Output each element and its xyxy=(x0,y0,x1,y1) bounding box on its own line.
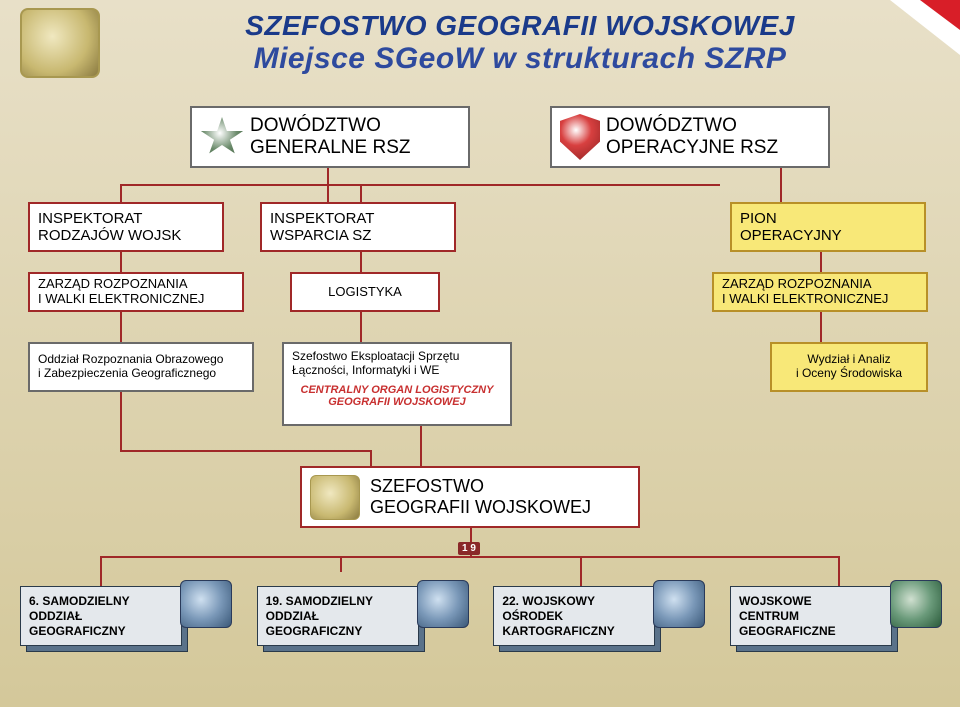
box-sgeow: SZEFOSTWO GEOGRAFII WOJSKOWEJ xyxy=(300,466,640,528)
box-zarzad-rozpoznania-r: ZARZĄD ROZPOZNANIA I WALKI ELEKTRONICZNE… xyxy=(712,272,928,312)
main-emblem-icon xyxy=(20,8,100,78)
box-pion-operacyjny: PION OPERACYJNY xyxy=(730,202,926,252)
unit-emblem-icon xyxy=(417,580,469,628)
unit-emblem-icon xyxy=(653,580,705,628)
page-title: SZEFOSTWO GEOGRAFII WOJSKOWEJ xyxy=(100,10,940,42)
header: SZEFOSTWO GEOGRAFII WOJSKOWEJ Miejsce SG… xyxy=(0,0,960,78)
page-subtitle: Miejsce SGeoW w strukturach SZRP xyxy=(100,42,940,76)
box-inspektorat-wsparcia: INSPEKTORAT WSPARCIA SZ xyxy=(260,202,456,252)
box-wydzial-analiz: Wydział i Analiz i Oceny Środowiska xyxy=(770,342,928,392)
box-logistyka: LOGISTYKA xyxy=(290,272,440,312)
org-chart: DOWÓDZTWO GENERALNE RSZ DOWÓDZTWO OPERAC… xyxy=(0,96,960,707)
box-szefostwo-eksploatacji: Szefostwo Eksploatacji Sprzętu Łączności… xyxy=(282,342,512,426)
box-oddzial-rozpoznania: Oddział Rozpoznania Obrazowego i Zabezpi… xyxy=(28,342,254,392)
card-19-samodzielny: 19. SAMODZIELNY ODDZIAŁ GEOGRAFICZNY xyxy=(257,586,467,676)
star-icon xyxy=(200,117,244,157)
shield-icon xyxy=(560,114,600,160)
card-6-samodzielny: 6. SAMODZIELNY ODDZIAŁ GEOGRAFICZNY xyxy=(20,586,230,676)
unit-emblem-globe-icon xyxy=(890,580,942,628)
badge-19: 1 9 xyxy=(458,542,480,555)
sgeow-emblem-icon xyxy=(310,475,360,520)
box-zarzad-rozpoznania-l: ZARZĄD ROZPOZNANIA I WALKI ELEKTRONICZNE… xyxy=(28,272,244,312)
box-inspektorat-rodzajow: INSPEKTORAT RODZAJÓW WOJSK xyxy=(28,202,224,252)
box-dowodztwo-operacyjne: DOWÓDZTWO OPERACYJNE RSZ xyxy=(550,106,830,168)
unit-emblem-icon xyxy=(180,580,232,628)
card-22-wojskowy: 22. WOJSKOWY OŚRODEK KARTOGRAFICZNY xyxy=(493,586,703,676)
central-organ-label: CENTRALNY ORGAN LOGISTYCZNY GEOGRAFII WO… xyxy=(292,384,502,409)
box-dowodztwo-generalne: DOWÓDZTWO GENERALNE RSZ xyxy=(190,106,470,168)
card-wojskowe-centrum: WOJSKOWE CENTRUM GEOGRAFICZNE xyxy=(730,586,940,676)
